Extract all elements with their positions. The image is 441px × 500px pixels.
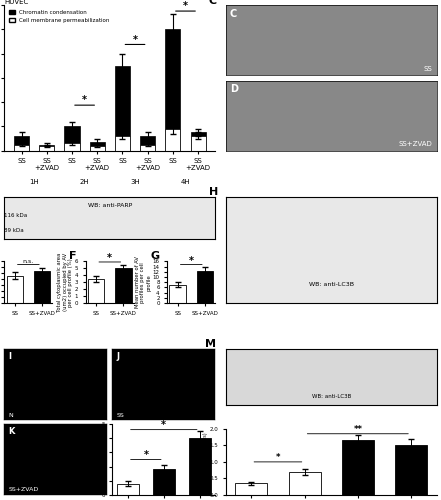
Text: C: C bbox=[209, 0, 217, 6]
Bar bbox=[165, 130, 180, 150]
Bar bbox=[14, 136, 29, 150]
Text: 89 kDa: 89 kDa bbox=[4, 228, 24, 233]
Y-axis label: Mean number of AV
profiles per cell
profile: Mean number of AV profiles per cell prof… bbox=[135, 256, 151, 308]
Text: C: C bbox=[230, 8, 237, 18]
Text: M: M bbox=[205, 338, 216, 348]
Bar bbox=[117, 484, 138, 495]
Bar bbox=[342, 440, 374, 495]
Text: SS+ZVAD: SS+ZVAD bbox=[8, 487, 39, 492]
Text: WB: anti-PARP: WB: anti-PARP bbox=[88, 204, 132, 208]
Bar bbox=[197, 270, 213, 303]
Text: L: L bbox=[76, 412, 83, 422]
Text: 116 kDa: 116 kDa bbox=[4, 213, 28, 218]
Text: WB: anti-LC3B: WB: anti-LC3B bbox=[309, 282, 354, 287]
Bar bbox=[39, 146, 54, 150]
Text: n.s.: n.s. bbox=[23, 259, 34, 264]
Text: H: H bbox=[209, 187, 218, 197]
Y-axis label: Ratio LC3II/LC3I
(Densitometry analysis): Ratio LC3II/LC3I (Densitometry analysis) bbox=[197, 432, 208, 491]
Text: *: * bbox=[107, 253, 112, 263]
Bar bbox=[115, 136, 130, 150]
Text: WB: anti-LC3B: WB: anti-LC3B bbox=[311, 394, 351, 399]
Bar bbox=[115, 268, 131, 303]
Text: SS: SS bbox=[116, 412, 124, 418]
Text: J: J bbox=[116, 352, 120, 361]
Bar bbox=[191, 132, 206, 150]
Text: *: * bbox=[133, 34, 138, 44]
Bar bbox=[88, 278, 105, 303]
Text: 4H: 4H bbox=[181, 179, 190, 185]
Text: G: G bbox=[150, 252, 160, 262]
Bar bbox=[189, 438, 210, 495]
Bar bbox=[165, 30, 180, 150]
Text: I: I bbox=[8, 352, 11, 361]
Bar bbox=[34, 271, 50, 303]
Text: *: * bbox=[183, 1, 188, 11]
Text: 2H: 2H bbox=[80, 179, 90, 185]
Bar bbox=[153, 470, 175, 495]
Bar bbox=[7, 276, 23, 303]
Bar bbox=[14, 144, 29, 150]
Text: D: D bbox=[230, 84, 238, 94]
Bar bbox=[64, 126, 79, 150]
Bar bbox=[395, 446, 427, 495]
Bar bbox=[235, 484, 267, 495]
Text: N: N bbox=[8, 412, 13, 418]
Text: **: ** bbox=[353, 425, 363, 434]
Y-axis label: Mean number of LC3
puncta per cell profile: Mean number of LC3 puncta per cell profi… bbox=[89, 430, 100, 488]
Bar bbox=[64, 144, 79, 150]
Bar bbox=[90, 142, 105, 150]
Bar bbox=[140, 144, 155, 150]
Text: F: F bbox=[69, 252, 77, 262]
Y-axis label: Total cytoplasmic area
(um2) occupied by AV
per cell profile (%): Total cytoplasmic area (um2) occupied by… bbox=[57, 252, 73, 312]
Bar bbox=[115, 66, 130, 150]
Legend: Chromatin condensation, Cell membrane permeabilization: Chromatin condensation, Cell membrane pe… bbox=[7, 8, 112, 25]
Text: *: * bbox=[143, 450, 148, 460]
Bar bbox=[90, 146, 105, 150]
Text: K: K bbox=[8, 427, 15, 436]
Text: *: * bbox=[276, 453, 280, 462]
Text: *: * bbox=[82, 96, 87, 106]
Text: HUVEC: HUVEC bbox=[4, 0, 29, 4]
Bar bbox=[191, 136, 206, 150]
Text: *: * bbox=[189, 256, 194, 266]
Bar bbox=[140, 136, 155, 150]
Text: SS: SS bbox=[424, 66, 432, 71]
Bar bbox=[39, 144, 54, 150]
Text: 1H: 1H bbox=[29, 179, 39, 185]
Text: SS+ZVAD: SS+ZVAD bbox=[399, 141, 432, 147]
Text: 3H: 3H bbox=[130, 179, 140, 185]
Text: *: * bbox=[161, 420, 166, 430]
Bar bbox=[169, 285, 186, 303]
Bar bbox=[288, 472, 321, 495]
